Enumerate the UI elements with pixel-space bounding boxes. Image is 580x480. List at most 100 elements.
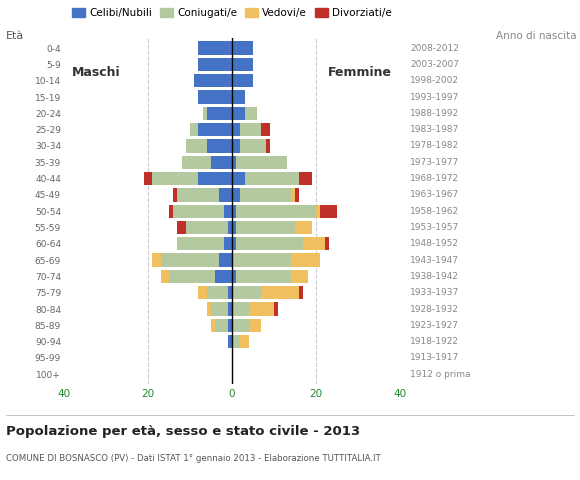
Text: 1978-1982: 1978-1982 — [410, 142, 459, 151]
Bar — [232, 172, 245, 185]
Bar — [240, 123, 262, 136]
Bar — [249, 319, 262, 332]
Bar — [186, 221, 228, 234]
Text: 1943-1947: 1943-1947 — [410, 256, 459, 264]
Bar — [232, 237, 236, 251]
Bar — [186, 139, 207, 153]
Bar — [219, 188, 232, 202]
Bar — [169, 270, 215, 283]
Bar — [215, 270, 232, 283]
Bar — [161, 253, 219, 267]
Text: 1958-1962: 1958-1962 — [410, 207, 459, 216]
Bar — [320, 204, 337, 218]
Bar — [219, 253, 232, 267]
Bar — [232, 188, 240, 202]
Bar — [232, 90, 245, 104]
Bar — [299, 172, 312, 185]
Bar — [295, 221, 312, 234]
Bar — [228, 319, 232, 332]
Text: COMUNE DI BOSNASCO (PV) - Dati ISTAT 1° gennaio 2013 - Elaborazione TUTTITALIA.I: COMUNE DI BOSNASCO (PV) - Dati ISTAT 1° … — [6, 454, 380, 463]
Bar — [194, 74, 232, 87]
Bar — [198, 58, 232, 71]
Bar — [266, 139, 270, 153]
Text: 1953-1957: 1953-1957 — [410, 223, 459, 232]
Text: 1923-1927: 1923-1927 — [410, 321, 459, 330]
Bar — [198, 41, 232, 55]
Text: 1948-1952: 1948-1952 — [410, 240, 459, 248]
Bar — [299, 286, 303, 300]
Bar — [325, 237, 329, 251]
Bar — [232, 139, 240, 153]
Bar — [295, 188, 299, 202]
Bar — [207, 139, 232, 153]
Bar — [198, 286, 207, 300]
Bar — [236, 221, 295, 234]
Bar — [232, 302, 249, 316]
Bar — [274, 302, 278, 316]
Text: 1928-1932: 1928-1932 — [410, 304, 459, 313]
Text: 2008-2012: 2008-2012 — [410, 44, 459, 53]
Bar — [190, 123, 198, 136]
Bar — [182, 156, 211, 169]
Bar — [291, 188, 295, 202]
Bar — [240, 188, 291, 202]
Text: Anno di nascita: Anno di nascita — [496, 31, 577, 41]
Bar — [173, 188, 177, 202]
Text: 1913-1917: 1913-1917 — [410, 353, 459, 362]
Bar — [198, 172, 232, 185]
Text: Femmine: Femmine — [328, 66, 392, 79]
Bar — [202, 107, 207, 120]
Bar — [249, 302, 274, 316]
Bar — [177, 237, 224, 251]
Bar — [228, 335, 232, 348]
Bar — [224, 237, 232, 251]
Bar — [215, 319, 228, 332]
Bar — [152, 172, 198, 185]
Text: 1973-1977: 1973-1977 — [410, 158, 459, 167]
Bar — [144, 172, 152, 185]
Text: 1938-1942: 1938-1942 — [410, 272, 459, 281]
Bar — [198, 90, 232, 104]
Bar — [232, 58, 253, 71]
Bar — [169, 204, 173, 218]
Bar — [232, 41, 253, 55]
Bar — [206, 302, 211, 316]
Bar — [232, 221, 236, 234]
Bar — [240, 139, 266, 153]
Legend: Celibi/Nubili, Coniugati/e, Vedovi/e, Divorziati/e: Celibi/Nubili, Coniugati/e, Vedovi/e, Di… — [68, 4, 396, 22]
Bar — [207, 107, 232, 120]
Bar — [173, 204, 224, 218]
Bar — [228, 302, 232, 316]
Bar — [245, 107, 258, 120]
Bar — [232, 270, 236, 283]
Text: 1983-1987: 1983-1987 — [410, 125, 459, 134]
Bar — [232, 286, 262, 300]
Bar — [211, 302, 228, 316]
Bar — [262, 123, 270, 136]
Bar — [262, 286, 299, 300]
Bar — [152, 253, 161, 267]
Bar — [236, 270, 291, 283]
Bar — [177, 188, 219, 202]
Bar — [232, 335, 240, 348]
Bar — [240, 335, 249, 348]
Bar — [177, 221, 186, 234]
Bar — [198, 123, 232, 136]
Text: 1998-2002: 1998-2002 — [410, 76, 459, 85]
Bar — [232, 204, 236, 218]
Text: 1993-1997: 1993-1997 — [410, 93, 459, 102]
Bar — [236, 237, 303, 251]
Bar — [224, 204, 232, 218]
Text: 1988-1992: 1988-1992 — [410, 109, 459, 118]
Text: 1933-1937: 1933-1937 — [410, 288, 459, 297]
Bar — [291, 253, 320, 267]
Text: Maschi: Maschi — [72, 66, 121, 79]
Bar — [232, 253, 291, 267]
Text: 1963-1967: 1963-1967 — [410, 191, 459, 199]
Bar — [232, 107, 245, 120]
Text: Popolazione per età, sesso e stato civile - 2013: Popolazione per età, sesso e stato civil… — [6, 425, 360, 438]
Bar — [232, 319, 249, 332]
Bar — [232, 74, 253, 87]
Bar — [236, 156, 287, 169]
Text: 1912 o prima: 1912 o prima — [410, 370, 471, 379]
